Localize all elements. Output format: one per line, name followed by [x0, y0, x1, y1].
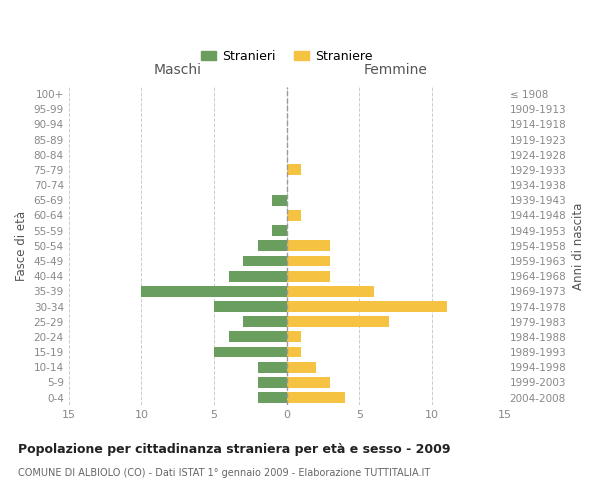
Y-axis label: Fasce di età: Fasce di età — [15, 211, 28, 281]
Bar — [257, 362, 287, 372]
Bar — [287, 362, 316, 372]
Bar — [287, 164, 301, 175]
Bar — [287, 392, 345, 403]
Bar — [287, 346, 301, 358]
Legend: Stranieri, Straniere: Stranieri, Straniere — [196, 45, 378, 68]
Bar — [257, 377, 287, 388]
Bar — [229, 270, 287, 281]
Text: Popolazione per cittadinanza straniera per età e sesso - 2009: Popolazione per cittadinanza straniera p… — [18, 442, 451, 456]
Bar — [287, 332, 301, 342]
Bar — [142, 286, 287, 297]
Bar — [257, 240, 287, 252]
Y-axis label: Anni di nascita: Anni di nascita — [572, 202, 585, 290]
Bar — [287, 240, 331, 252]
Text: Femmine: Femmine — [364, 64, 428, 78]
Bar — [243, 316, 287, 327]
Bar — [287, 286, 374, 297]
Bar — [287, 270, 331, 281]
Bar — [272, 225, 287, 236]
Bar — [257, 392, 287, 403]
Text: Maschi: Maschi — [154, 64, 202, 78]
Bar — [214, 301, 287, 312]
Bar — [243, 256, 287, 266]
Text: COMUNE DI ALBIOLO (CO) - Dati ISTAT 1° gennaio 2009 - Elaborazione TUTTITALIA.IT: COMUNE DI ALBIOLO (CO) - Dati ISTAT 1° g… — [18, 468, 430, 478]
Bar — [229, 332, 287, 342]
Bar — [287, 210, 301, 221]
Bar — [287, 256, 331, 266]
Bar — [287, 377, 331, 388]
Bar — [272, 195, 287, 206]
Bar — [214, 346, 287, 358]
Bar — [287, 316, 389, 327]
Bar — [287, 301, 446, 312]
